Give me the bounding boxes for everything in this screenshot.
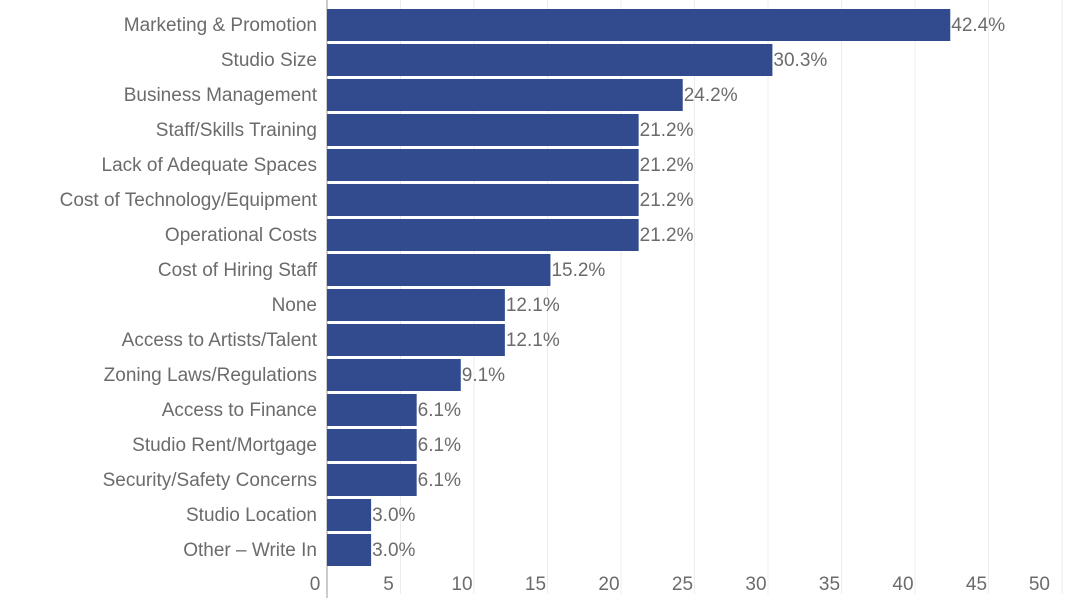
bar [327, 184, 639, 216]
bar [327, 44, 773, 76]
y-tick-label: Business Management [124, 85, 318, 106]
y-tick-label: Cost of Hiring Staff [158, 260, 318, 281]
data-label: 21.2% [640, 190, 694, 211]
y-tick-label: Staff/Skills Training [156, 120, 317, 141]
bar [327, 429, 417, 461]
y-tick-label: Other – Write In [183, 540, 317, 561]
bar [327, 534, 372, 566]
y-tick-label: Studio Size [221, 50, 317, 71]
data-label: 21.2% [640, 120, 694, 141]
x-tick-label: 0 [310, 574, 321, 595]
bar [327, 464, 417, 496]
x-tick-label: 25 [672, 574, 693, 595]
bar [327, 149, 639, 181]
data-label: 6.1% [418, 400, 461, 421]
bar [327, 9, 951, 41]
x-tick-label: 5 [383, 574, 394, 595]
x-tick-label: 20 [598, 574, 619, 595]
x-tick-label: 15 [525, 574, 546, 595]
data-label: 6.1% [418, 435, 461, 456]
data-label: 15.2% [551, 260, 605, 281]
bar [327, 499, 372, 531]
data-label: 30.3% [773, 50, 827, 71]
bar [327, 394, 417, 426]
bar [327, 324, 505, 356]
x-tick-label: 10 [451, 574, 472, 595]
x-tick-label: 30 [745, 574, 766, 595]
bar [327, 359, 461, 391]
data-label: 6.1% [418, 470, 461, 491]
x-tick-label: 35 [819, 574, 840, 595]
x-tick-label: 40 [892, 574, 913, 595]
y-tick-label: Cost of Technology/Equipment [60, 190, 318, 211]
bar [327, 114, 639, 146]
y-tick-label: Studio Rent/Mortgage [132, 435, 317, 456]
data-label: 21.2% [640, 225, 694, 246]
x-tick-label: 50 [1029, 574, 1050, 595]
y-tick-label: Operational Costs [165, 225, 317, 246]
data-label: 3.0% [372, 505, 415, 526]
bar [327, 254, 551, 286]
x-tick-label: 45 [966, 574, 987, 595]
data-label: 3.0% [372, 540, 415, 561]
bar [327, 79, 683, 111]
y-tick-label: Security/Safety Concerns [103, 470, 317, 491]
y-tick-label: Zoning Laws/Regulations [104, 365, 317, 386]
y-tick-label: Studio Location [186, 505, 317, 526]
data-label: 21.2% [640, 155, 694, 176]
y-tick-label: None [272, 295, 317, 316]
bar [327, 219, 639, 251]
y-tick-label: Lack of Adequate Spaces [102, 155, 318, 176]
y-tick-label: Access to Artists/Talent [122, 330, 318, 351]
data-label: 24.2% [684, 85, 738, 106]
y-tick-label: Access to Finance [162, 400, 317, 421]
data-label: 12.1% [506, 330, 560, 351]
data-label: 12.1% [506, 295, 560, 316]
bar [327, 289, 505, 321]
data-label: 9.1% [462, 365, 505, 386]
data-label: 42.4% [951, 15, 1005, 36]
y-tick-label: Marketing & Promotion [124, 15, 317, 36]
